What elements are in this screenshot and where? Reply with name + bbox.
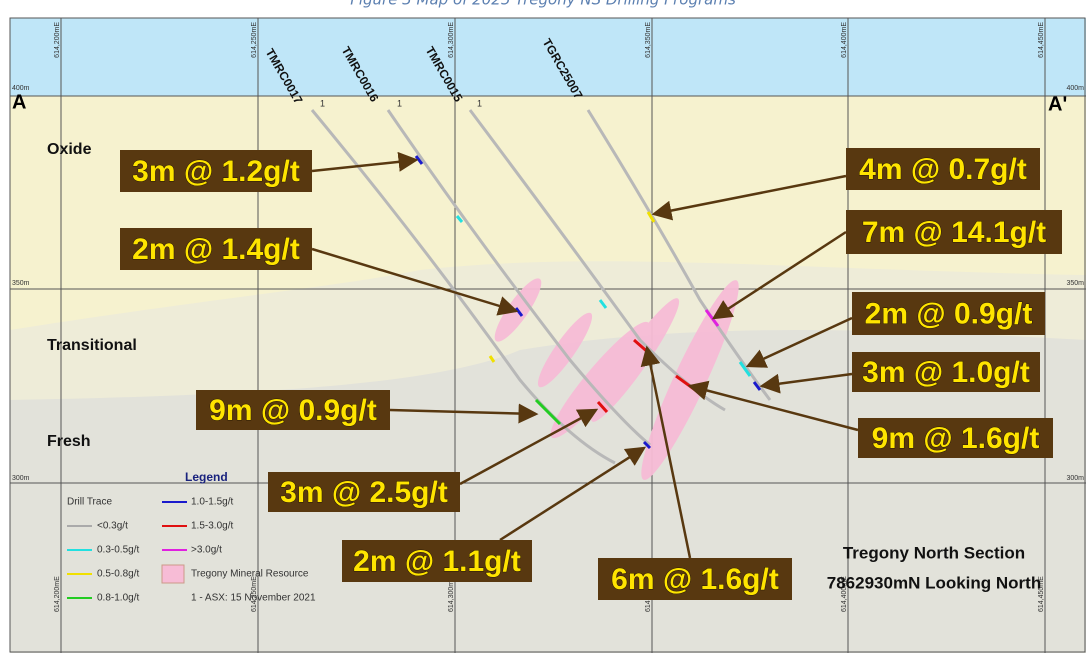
- intercept-label: 9m @ 1.6g/t: [872, 422, 1040, 455]
- intercept-label: 2m @ 1.1g/t: [353, 545, 521, 578]
- legend-label: >3.0g/t: [191, 545, 222, 556]
- easting-label: 614,300mE: [448, 22, 455, 58]
- legend-heading: Drill Trace: [67, 497, 112, 508]
- section-end: A': [1048, 93, 1067, 115]
- legend-label: 0.3-0.5g/t: [97, 545, 139, 556]
- easting-label: 614,200mE: [54, 576, 61, 612]
- elevation-label: 350m: [12, 280, 30, 287]
- legend-title: Legend: [185, 470, 228, 484]
- easting-label: 614,200mE: [54, 22, 61, 58]
- legend-label: 0.8-1.0g/t: [97, 593, 139, 604]
- legend-label: <0.3g/t: [97, 521, 128, 532]
- legend-note: 1 - ASX: 15 November 2021: [191, 593, 316, 604]
- easting-label: 614,350mE: [645, 22, 652, 58]
- intercept-label: 3m @ 2.5g/t: [280, 476, 448, 509]
- caption: Figure 3 Map of 2025 Tregony NS Drilling…: [350, 0, 736, 9]
- elevation-label: 350m: [1066, 280, 1084, 287]
- elevation-label: 300m: [12, 475, 30, 482]
- legend-label: 1.5-3.0g/t: [191, 521, 233, 532]
- easting-label: 614,450mE: [1038, 22, 1045, 58]
- intercept-label: 2m @ 0.9g/t: [865, 297, 1033, 330]
- section-figure: Figure 3 Map of 2025 Tregony NS Drilling…: [0, 0, 1086, 653]
- section-end: A: [12, 91, 26, 113]
- legend-label: 1.0-1.5g/t: [191, 497, 233, 508]
- intercept-label: 4m @ 0.7g/t: [859, 153, 1027, 186]
- intercept-label: 7m @ 14.1g/t: [862, 216, 1046, 249]
- layer-label: Fresh: [47, 433, 91, 450]
- hole-note: 1: [320, 98, 325, 108]
- easting-label: 614,400mE: [841, 22, 848, 58]
- intercept-label: 3m @ 1.2g/t: [132, 155, 300, 188]
- section-title: Tregony North Section: [843, 543, 1025, 562]
- intercept-label: 6m @ 1.6g/t: [611, 563, 779, 596]
- intercept-label: 9m @ 0.9g/t: [209, 394, 377, 427]
- easting-label: 614,250mE: [251, 22, 258, 58]
- layer-label: Oxide: [47, 141, 92, 158]
- section-subtitle: 7862930mN Looking North: [827, 573, 1041, 592]
- page: Figure 3 Map of 2025 Tregony NS Drilling…: [0, 0, 1086, 653]
- legend-swatch: [162, 565, 184, 583]
- elevation-label: 400m: [1066, 85, 1084, 92]
- hole-note: 1: [477, 98, 482, 108]
- hole-note: 1: [397, 98, 402, 108]
- intercept-label: 3m @ 1.0g/t: [862, 356, 1030, 389]
- layer-label: Transitional: [47, 337, 137, 354]
- legend-label: 0.5-0.8g/t: [97, 569, 139, 580]
- intercept-label: 2m @ 1.4g/t: [132, 233, 300, 266]
- legend-label: Tregony Mineral Resource: [191, 569, 309, 580]
- elevation-label: 300m: [1066, 475, 1084, 482]
